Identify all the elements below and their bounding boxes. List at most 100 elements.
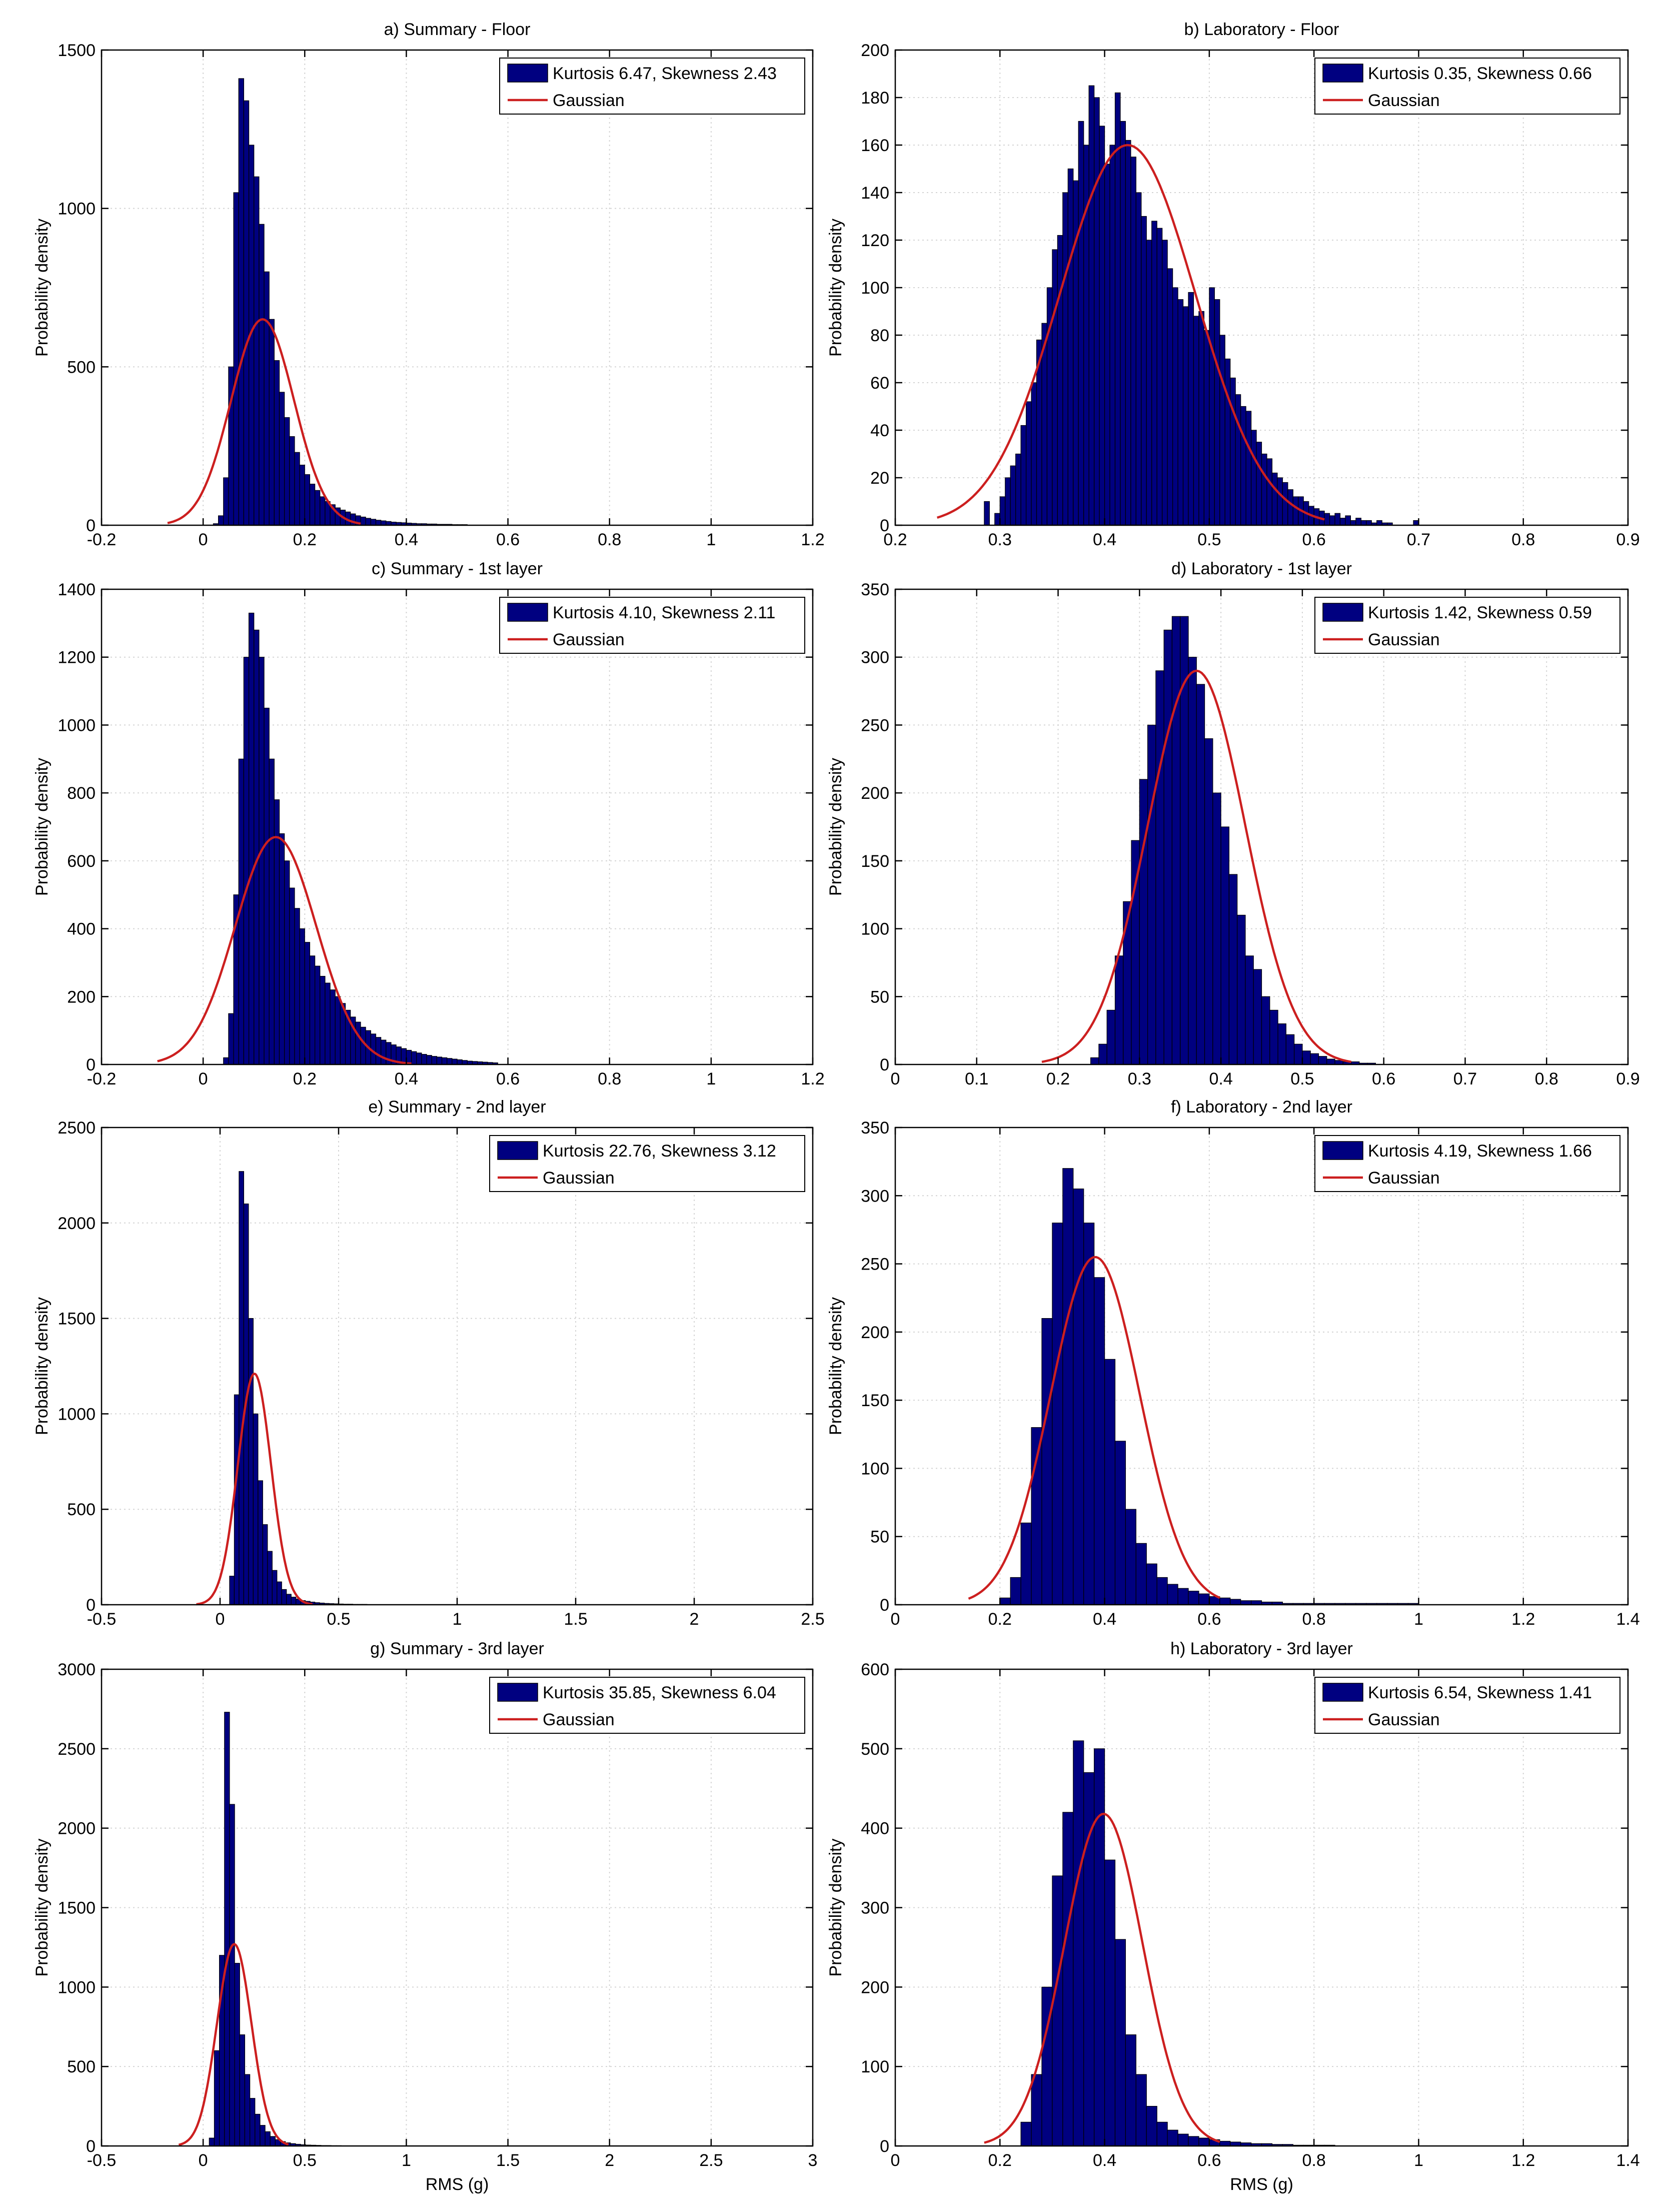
histogram-bar — [1135, 2074, 1147, 2146]
x-tick-label: 0.4 — [395, 530, 418, 549]
x-tick-label: 0.5 — [327, 1610, 350, 1629]
x-tick-label: 0.2 — [293, 530, 317, 549]
histogram-bar — [1141, 216, 1147, 526]
legend-box — [1314, 1677, 1620, 1734]
histogram-bar — [411, 1051, 417, 1065]
histogram-bar — [1324, 513, 1330, 526]
histogram-bar — [375, 1037, 382, 1065]
gaussian-curve — [937, 144, 1325, 521]
x-tick-label: 2 — [690, 1610, 699, 1629]
histogram-bar — [1026, 401, 1032, 526]
histogram-bar — [1120, 121, 1126, 526]
histogram-bar — [1292, 496, 1299, 526]
y-axis-label: Probability density — [33, 1297, 52, 1435]
x-tick-label: 1 — [1414, 1610, 1423, 1629]
histogram-bar — [284, 417, 290, 526]
x-tick-label: 0.2 — [883, 530, 907, 549]
histogram-bar — [365, 518, 371, 526]
histogram-bar — [1125, 1509, 1136, 1605]
histogram-bar — [229, 1804, 235, 2146]
histogram-bar — [248, 612, 255, 1065]
legend-box — [1314, 58, 1620, 115]
histogram-bar — [1212, 792, 1221, 1065]
y-tick-label: 250 — [861, 1255, 889, 1274]
histogram-bar — [1339, 518, 1346, 526]
histogram-bar — [274, 799, 280, 1065]
chart-title: c) Summary - 1st layer — [372, 559, 543, 578]
y-tick-label: 0 — [880, 1596, 889, 1615]
histogram-bar — [1224, 358, 1231, 526]
plot-area — [102, 50, 813, 525]
histogram-bar — [1177, 299, 1184, 526]
x-tick-label: 0.5 — [1290, 1069, 1314, 1088]
histogram-bar — [1228, 874, 1238, 1065]
legend-label-gaussian: Gaussian — [1368, 1169, 1440, 1188]
y-tick-label: 200 — [67, 987, 96, 1006]
y-tick-label: 500 — [67, 2057, 96, 2076]
legend: Kurtosis 4.19, Skewness 1.66 Gaussian — [1314, 1135, 1620, 1192]
x-tick-label: 0.6 — [496, 1069, 520, 1088]
histogram-bar — [1052, 1875, 1063, 2146]
histogram-bar — [1350, 520, 1356, 526]
x-tick-label: 0.2 — [293, 1069, 317, 1088]
histogram-bar — [1078, 121, 1084, 526]
legend-label-gaussian: Gaussian — [553, 91, 625, 110]
histogram-bar — [1253, 969, 1262, 1065]
x-tick-label: 0 — [891, 1610, 900, 1629]
x-tick-label: 1 — [706, 1069, 716, 1088]
histogram-bar — [1230, 377, 1236, 526]
histogram-bar — [234, 1963, 240, 2146]
histogram-bar — [239, 2034, 246, 2146]
histogram-bar — [260, 2125, 266, 2146]
gaussian-curve — [157, 836, 412, 1065]
legend-box — [489, 1677, 805, 1734]
chart-title: a) Summary - Floor — [384, 20, 531, 39]
histogram-bar — [1230, 1599, 1241, 1605]
histogram-bar — [1139, 779, 1148, 1065]
histogram-bar — [320, 975, 326, 1065]
x-tick-label: 1.2 — [801, 1069, 824, 1088]
histogram-bar — [209, 2137, 215, 2146]
histogram-bar — [1094, 97, 1100, 526]
x-tick-label: 0.7 — [1407, 530, 1430, 549]
y-tick-label: 1500 — [58, 41, 96, 60]
histogram-bar — [269, 758, 275, 1065]
histogram-bar — [426, 1055, 432, 1065]
x-tick-label: 0.2 — [988, 2151, 1012, 2170]
x-tick-label: 0.7 — [1453, 1069, 1477, 1088]
y-tick-label: 200 — [861, 784, 889, 803]
chart-title: g) Summary - 3rd layer — [370, 1639, 544, 1658]
histogram-bar — [279, 392, 285, 526]
histogram-bar — [1052, 249, 1058, 526]
histogram-bar — [1062, 1168, 1074, 1605]
histogram-bar — [253, 1413, 259, 1605]
x-tick-label: 0.4 — [1093, 2151, 1116, 2170]
histogram-bar — [1219, 335, 1225, 526]
histogram-bar — [1294, 1043, 1303, 1065]
histogram-bar — [452, 1058, 458, 1065]
histogram-bar — [1302, 1050, 1311, 1065]
x-tick-label: 0 — [199, 1069, 208, 1088]
chart-title: e) Summary - 2nd layer — [368, 1097, 546, 1117]
histogram-bar — [248, 1318, 254, 1605]
y-axis-label: Probability density — [33, 219, 52, 357]
y-tick-label: 0 — [86, 2137, 96, 2156]
histogram-bar — [1188, 1591, 1199, 1605]
histogram-bar — [1219, 2140, 1231, 2146]
x-tick-label: -0.5 — [87, 2151, 117, 2170]
gaussian-curve — [984, 1812, 1220, 2144]
histogram-bar — [238, 78, 245, 526]
histogram-bar — [1198, 2137, 1210, 2146]
histogram-bar — [1010, 465, 1016, 526]
histogram-bar — [289, 436, 295, 526]
histogram-bar — [999, 1597, 1011, 1605]
histogram-bar — [262, 1524, 268, 1605]
legend-label-gaussian: Gaussian — [553, 630, 625, 649]
x-tick-label: 0.1 — [965, 1069, 988, 1088]
histogram-bar — [258, 1480, 263, 1605]
histogram-bar — [309, 955, 316, 1065]
y-axis-label: Probability density — [826, 219, 845, 357]
histogram-bar — [1135, 1543, 1147, 1605]
histogram-bar — [1214, 299, 1220, 526]
histogram-bar — [1005, 477, 1011, 526]
